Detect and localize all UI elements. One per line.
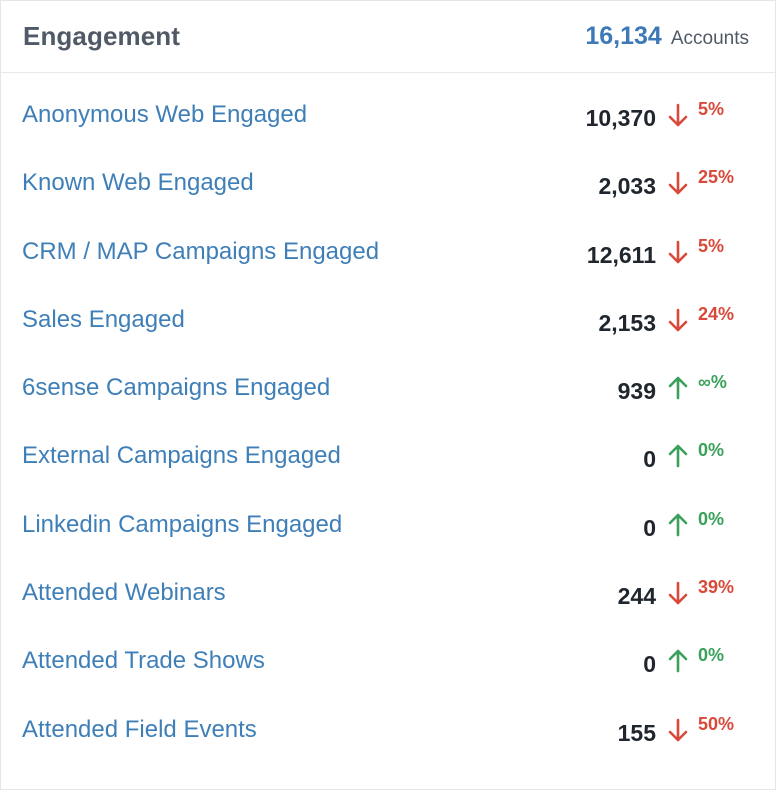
total-accounts-label: Accounts xyxy=(670,28,749,49)
metric-row: External Campaigns Engaged 0 0% xyxy=(1,426,775,494)
arrow-down-icon xyxy=(668,308,688,332)
total-accounts: 16,134 Accounts xyxy=(585,22,749,51)
metric-change: ∞% xyxy=(698,372,727,393)
metric-link[interactable]: External Campaigns Engaged xyxy=(22,442,341,470)
metric-row: Anonymous Web Engaged 10,370 5% xyxy=(1,85,775,153)
total-accounts-value[interactable]: 16,134 xyxy=(585,22,662,50)
metric-change: 0% xyxy=(698,645,725,666)
metric-row: Attended Trade Shows 0 0% xyxy=(1,631,775,699)
arrow-up-icon xyxy=(668,445,688,468)
metric-link[interactable]: Attended Trade Shows xyxy=(22,647,265,675)
metric-link[interactable]: Known Web Engaged xyxy=(22,169,254,197)
metric-link[interactable]: Linkedin Campaigns Engaged xyxy=(22,510,343,538)
arrow-down-icon xyxy=(668,171,688,195)
arrow-up-icon xyxy=(668,376,688,400)
metric-change: 5% xyxy=(698,99,725,119)
metric-link[interactable]: Sales Engaged xyxy=(22,305,185,333)
metric-value: 0 xyxy=(643,514,656,541)
metric-change: 0% xyxy=(698,508,725,529)
metric-change: 39% xyxy=(698,577,735,598)
arrow-up-icon xyxy=(668,650,688,673)
metric-value: 0 xyxy=(643,651,656,678)
card-header: Engagement 16,134 Accounts xyxy=(1,1,775,73)
metric-link[interactable]: Attended Webinars xyxy=(22,579,226,607)
arrow-down-icon xyxy=(668,240,688,263)
arrow-down-icon xyxy=(668,581,688,605)
metric-change: 25% xyxy=(698,167,735,188)
metric-value: 939 xyxy=(617,378,656,405)
metric-change: 50% xyxy=(698,713,735,734)
metric-row: Attended Field Events 155 50% xyxy=(1,700,775,768)
metric-value: 12,611 xyxy=(586,241,656,268)
metric-change: 0% xyxy=(698,440,725,461)
metric-change: 5% xyxy=(698,235,725,256)
arrow-up-icon xyxy=(668,513,688,537)
metric-link[interactable]: Attended Field Events xyxy=(22,715,257,743)
metric-value: 244 xyxy=(617,583,656,610)
metric-value: 2,153 xyxy=(598,309,656,336)
metric-link[interactable]: 6sense Campaigns Engaged xyxy=(22,374,331,402)
metric-row: Sales Engaged 2,153 24% xyxy=(1,290,775,358)
metrics-list: Anonymous Web Engaged 10,370 5% Known We… xyxy=(1,73,775,768)
metric-row: Linkedin Campaigns Engaged 0 0% xyxy=(1,495,775,563)
metric-value: 155 xyxy=(617,719,656,746)
metric-row: Known Web Engaged 2,033 25% xyxy=(1,153,775,221)
metric-value: 10,370 xyxy=(585,105,656,131)
metric-row: Attended Webinars 244 39% xyxy=(1,563,775,631)
arrow-down-icon xyxy=(668,103,688,127)
metric-value: 0 xyxy=(643,446,656,473)
metric-change: 24% xyxy=(698,303,735,324)
metric-link[interactable]: Anonymous Web Engaged xyxy=(22,101,308,128)
metric-link[interactable]: CRM / MAP Campaigns Engaged xyxy=(22,237,380,265)
arrow-down-icon xyxy=(668,718,688,741)
metric-value: 2,033 xyxy=(598,173,656,200)
metric-row: CRM / MAP Campaigns Engaged 12,611 5% xyxy=(1,222,775,290)
metric-row: 6sense Campaigns Engaged 939 ∞% xyxy=(1,358,775,426)
card-title: Engagement xyxy=(23,21,181,51)
